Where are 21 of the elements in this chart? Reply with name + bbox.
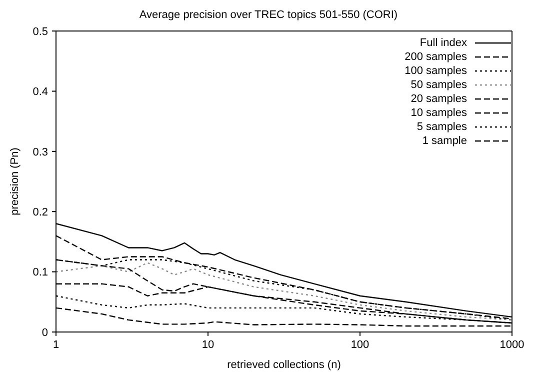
legend-label: 200 samples (404, 50, 467, 64)
legend-label: 50 samples (410, 78, 467, 92)
x-tick-label: 100 (350, 338, 370, 351)
x-axis-title: retrieved collections (n) (227, 359, 341, 371)
x-tick-label: 1 (52, 338, 60, 351)
legend-label: Full index (420, 36, 467, 50)
y-tick-label: 0.4 (32, 86, 48, 98)
legend-label: 5 samples (416, 120, 467, 134)
x-tick-label: 1000 (500, 338, 524, 351)
chart-title: Average precision over TREC topics 501-550 (CORI) (138, 8, 399, 22)
y-tick-label: 0 (42, 326, 48, 339)
legend-label: 100 samples (404, 64, 467, 78)
legend-label: 1 sample (422, 134, 467, 148)
y-tick-label: 0.1 (32, 266, 48, 279)
y-tick-label: 0.3 (32, 146, 48, 158)
legend-label: 20 samples (410, 92, 467, 106)
y-tick-label: 0.5 (32, 26, 48, 38)
legend-label: 10 samples (410, 106, 467, 120)
x-tick-label: 10 (202, 338, 214, 351)
y-axis-title: precision (Pn) (8, 148, 21, 216)
y-tick-label: 0.2 (32, 206, 48, 219)
